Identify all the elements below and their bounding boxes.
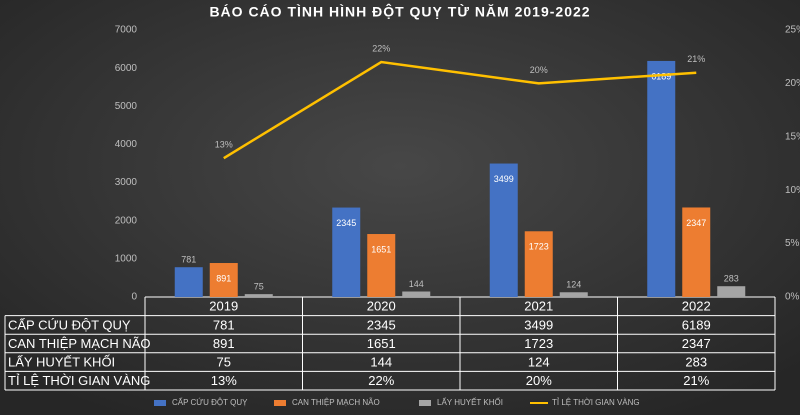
data-label: 2345 <box>336 218 356 228</box>
table-cell: 3499 <box>524 317 553 332</box>
table-cell: 1651 <box>367 336 396 351</box>
y-tick-label: 7000 <box>115 25 138 36</box>
table-row-header: CẤP CỨU ĐỘT QUỴ <box>8 317 131 332</box>
data-label: 20% <box>530 65 548 75</box>
y2-tick-label: 0% <box>785 292 800 303</box>
legend-swatch <box>274 400 286 406</box>
data-label: 124 <box>566 280 581 290</box>
bar <box>402 291 431 297</box>
data-label: 21% <box>687 54 705 64</box>
y2-tick-label: 10% <box>785 185 800 196</box>
legend-label: CẤP CỨU ĐỘT QUỴ <box>172 397 248 407</box>
table-cell: 22% <box>368 373 394 388</box>
table-row-header: LẤY HUYẾT KHỐI <box>8 355 115 370</box>
y-tick-label: 6000 <box>115 63 138 74</box>
data-label: 22% <box>372 43 390 53</box>
data-label: 2347 <box>686 218 706 228</box>
bar <box>367 234 396 297</box>
x-tick-label: 2019 <box>209 299 238 314</box>
table-cell: 283 <box>685 355 707 370</box>
table-cell: 2345 <box>367 317 396 332</box>
data-label: 781 <box>181 255 196 265</box>
table-cell: 13% <box>211 373 237 388</box>
bar <box>717 286 746 297</box>
data-label: 13% <box>215 140 233 150</box>
bar <box>682 207 711 297</box>
data-label: 3499 <box>494 174 514 184</box>
y-tick-label: 3000 <box>115 177 138 188</box>
table-cell: 21% <box>683 373 709 388</box>
x-tick-label: 2021 <box>524 299 553 314</box>
y-tick-label: 2000 <box>115 215 138 226</box>
legend-swatch <box>419 400 431 406</box>
data-label: 283 <box>724 274 739 284</box>
legend-label: LẤY HUYẾT KHỐI <box>437 397 503 407</box>
y2-tick-label: 5% <box>785 238 800 249</box>
bar <box>209 263 238 297</box>
chart-title: BÁO CÁO TÌNH HÌNH ĐỘT QUỴ TỪ NĂM 2019-20… <box>209 3 590 20</box>
table-cell: 1723 <box>524 336 553 351</box>
y-tick-label: 1000 <box>115 253 138 264</box>
legend-label: CAN THIỆP MẠCH NÃO <box>292 398 380 407</box>
y-tick-label: 5000 <box>115 101 138 112</box>
legend-label: TỈ LỆ THỜI GIAN VÀNG <box>552 398 640 407</box>
data-label: 891 <box>216 273 231 283</box>
bar <box>524 231 553 297</box>
table-cell: 6189 <box>682 317 711 332</box>
table-cell: 20% <box>526 373 552 388</box>
data-label: 75 <box>254 282 264 292</box>
data-label: 1651 <box>371 244 391 254</box>
y-tick-label: 4000 <box>115 139 138 150</box>
bar <box>174 267 203 297</box>
bar <box>559 292 588 297</box>
bar <box>489 163 518 297</box>
data-label: 1723 <box>529 242 549 252</box>
table-cell: 2347 <box>682 336 711 351</box>
bar <box>332 207 361 297</box>
y-tick-label: 0 <box>131 292 137 303</box>
y2-tick-label: 15% <box>785 131 800 142</box>
table-cell: 144 <box>370 355 392 370</box>
bar <box>647 60 676 298</box>
y2-tick-label: 20% <box>785 78 800 89</box>
table-cell: 891 <box>213 336 235 351</box>
table-cell: 124 <box>528 355 550 370</box>
table-row-header: TỈ LỆ THỜI GIAN VÀNG <box>8 373 150 388</box>
data-label: 144 <box>409 279 424 289</box>
table-row-header: CAN THIỆP MẠCH NÃO <box>8 336 151 351</box>
x-tick-label: 2020 <box>367 299 396 314</box>
table-cell: 75 <box>217 355 231 370</box>
y2-tick-label: 25% <box>785 25 800 36</box>
line <box>223 60 697 160</box>
legend-swatch <box>154 400 166 406</box>
x-tick-label: 2022 <box>682 299 711 314</box>
table-cell: 781 <box>213 317 235 332</box>
bar <box>244 294 273 297</box>
